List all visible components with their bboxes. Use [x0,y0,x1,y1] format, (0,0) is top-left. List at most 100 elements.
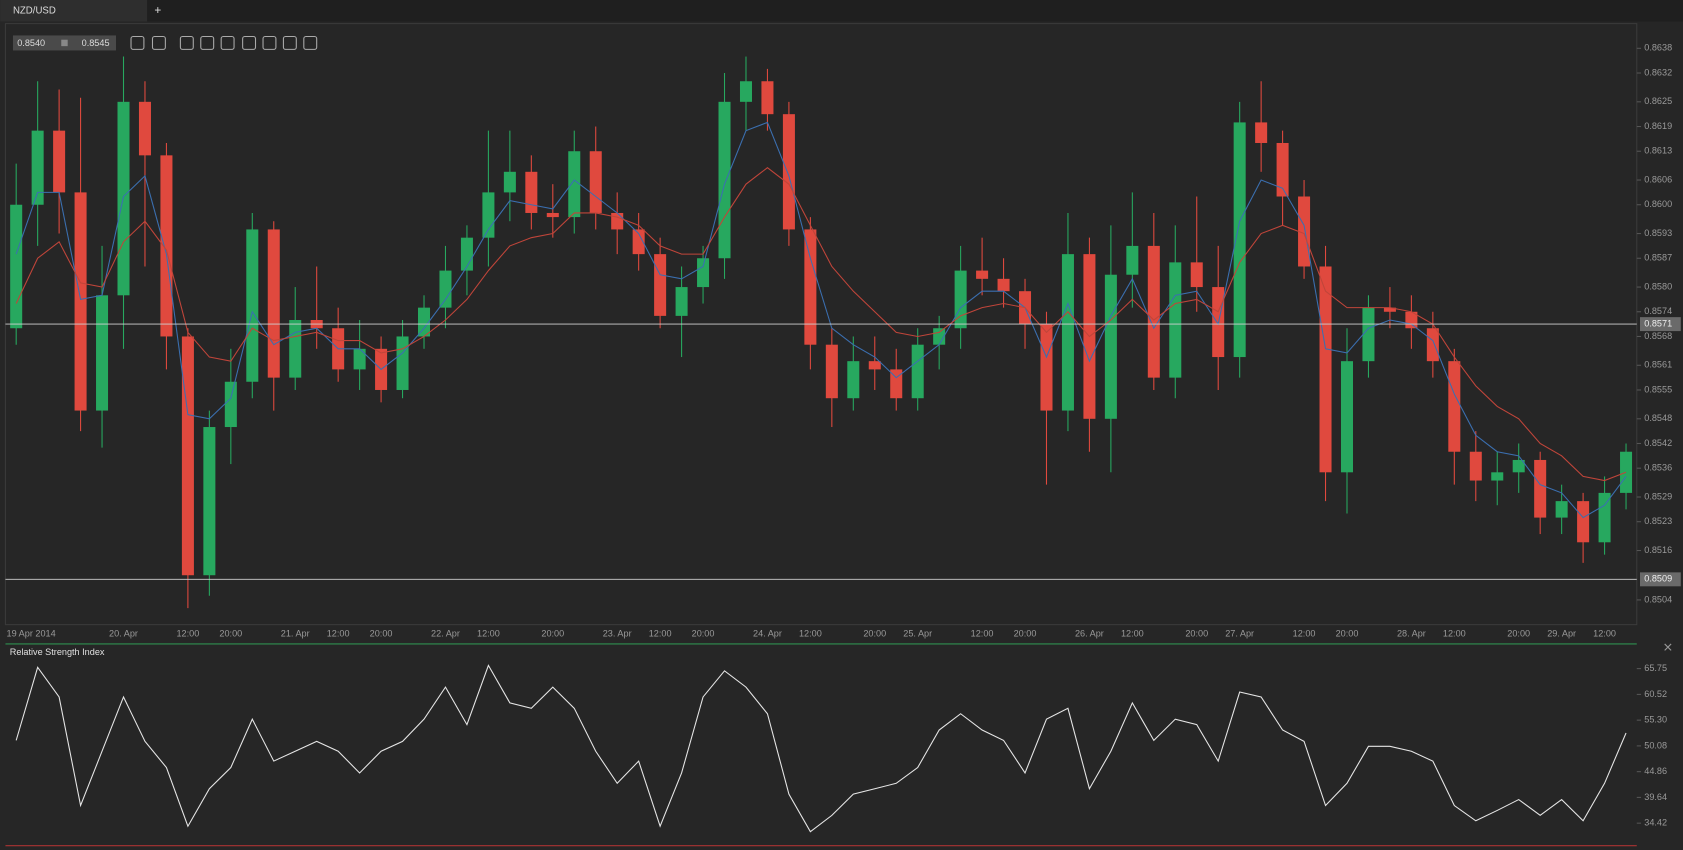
panel-title: Relative Strength Index [10,647,105,657]
y-tick-label: 0.8600 [1644,199,1672,209]
candle-body [181,336,194,576]
price-label: 0.8571 [1644,319,1672,329]
y-tick-label: 44.86 [1644,766,1667,776]
candle-body [1340,361,1354,473]
candle-body [1147,245,1160,378]
x-tick-label: 20:00 [692,629,715,639]
quote-box: 0.8540 0.8545 [12,35,116,51]
candle-body [418,307,431,337]
x-tick-label: 12:00 [1121,629,1144,639]
candle-body [654,254,667,316]
x-tick-label: 12:00 [1593,629,1616,639]
pen[interactable] [303,35,318,50]
candle-body [1255,122,1268,143]
candle-body [1126,245,1139,275]
candle-body [289,319,302,378]
moving-average [15,167,1627,482]
candle-body [1061,254,1074,411]
y-tick-label: 0.8625 [1644,96,1672,106]
y-tick-label: 0.8613 [1644,146,1672,156]
ask: 0.8545 [82,38,110,48]
y-tick-label: 39.64 [1644,792,1667,802]
candle-body [1233,122,1246,358]
candle-body [1512,459,1525,473]
close-icon[interactable] [1664,643,1672,651]
close-panel[interactable] [1664,643,1672,651]
y-tick-label: 0.8638 [1644,43,1672,53]
chart-type[interactable] [200,35,215,50]
y-tick-label: 0.8619 [1644,121,1672,131]
x-tick-label: 20:00 [1185,629,1208,639]
y-tick-label: 60.52 [1644,689,1667,699]
candle-body [353,348,366,370]
candle-body [697,258,710,288]
x-tick-label: 12:00 [1443,629,1466,639]
add-tab[interactable]: + [154,3,161,17]
objects[interactable] [262,35,277,50]
y-tick-label: 55.30 [1644,715,1667,725]
candle-body [482,192,495,238]
y-tick-label: 0.8561 [1644,360,1672,370]
candle-body [911,344,924,399]
candle-body [160,155,173,337]
candle-body [1383,307,1396,312]
x-tick-label: 29. Apr [1547,629,1576,639]
candle-body [782,114,795,230]
tab-strip [0,0,1683,22]
indicators[interactable] [220,35,235,50]
price-label-box [1639,317,1681,332]
x-tick-label: 24. Apr [753,629,782,639]
y-tick-label: 0.8516 [1644,545,1672,555]
candle-body [1598,492,1611,543]
x-tick-label: 20:00 [219,629,242,639]
x-tick-label: 20:00 [863,629,886,639]
x-tick-label: 25. Apr [903,629,932,639]
candle-body [546,212,559,218]
candle-body [1298,196,1311,267]
tab-title[interactable]: NZD/USD [13,5,56,16]
candle-body [74,192,87,411]
y-tick-label: 0.8587 [1644,253,1672,263]
candle-body [1190,262,1203,288]
candle-body [31,130,44,205]
candle-body [825,344,838,399]
y-tick-label: 0.8568 [1644,331,1672,341]
x-tick-label: 12:00 [477,629,500,639]
candle-body [1426,328,1439,362]
x-tick-label: 12:00 [649,629,672,639]
y-tick-label: 0.8606 [1644,174,1672,184]
zoom-out[interactable] [130,35,145,50]
candle-body [804,229,817,345]
y-tick-label: 0.8555 [1644,384,1672,394]
spread-icon [61,39,68,47]
candle-body [53,130,66,193]
x-tick-label: 20:00 [370,629,393,639]
x-tick-label: 20:00 [541,629,564,639]
candle-body [675,287,688,316]
candle-body [396,336,409,390]
candle-body [1276,142,1289,197]
y-tick-label: 0.8632 [1644,67,1672,77]
x-tick-label: 26. Apr [1075,629,1104,639]
candle-body [267,229,280,378]
candle-body [718,101,731,259]
x-tick-label: 28. Apr [1397,629,1426,639]
candle-body [568,151,581,218]
y-tick-label: 0.8523 [1644,516,1672,526]
period[interactable] [179,35,194,50]
tab[interactable] [0,0,148,22]
candle-body [1104,274,1117,419]
x-tick-label: 23. Apr [603,629,632,639]
x-tick-label: 12:00 [1293,629,1316,639]
zoom-in[interactable] [151,35,166,50]
candle-body [1362,307,1375,362]
drawings[interactable] [242,35,257,50]
price-label: 0.8509 [1644,574,1672,584]
candle-body [1534,459,1547,518]
candle-body [439,270,452,308]
edit[interactable] [282,35,297,50]
candle-body [761,81,774,115]
candle-body [1040,324,1053,411]
